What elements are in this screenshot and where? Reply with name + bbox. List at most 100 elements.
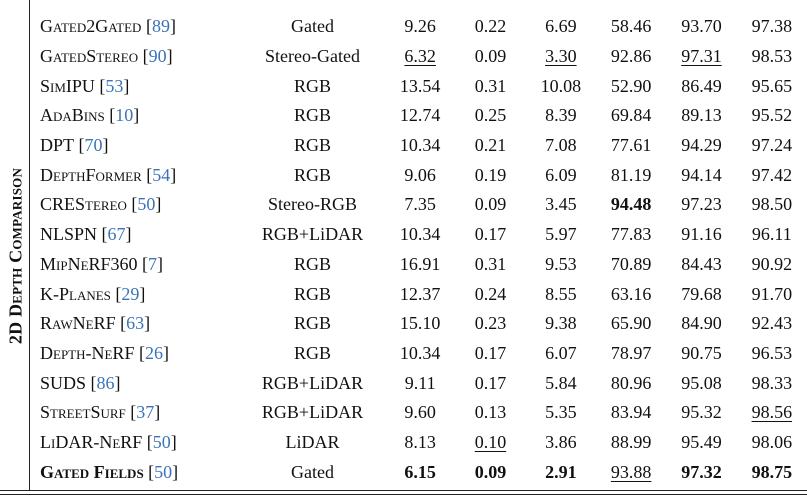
metric-cell: 65.90	[596, 309, 666, 339]
metric-value: 98.75	[751, 461, 793, 482]
metric-value: 84.90	[681, 313, 722, 334]
metric-cell: 92.86	[596, 42, 666, 72]
citation-link[interactable]: 54	[152, 164, 171, 185]
metric-value: 6.07	[545, 342, 577, 363]
metric-cell: 0.22	[455, 12, 525, 42]
method-name: Gated2Gated	[40, 16, 142, 37]
metric-cell: 83.94	[596, 398, 666, 428]
method-name: Depth-NeRF	[40, 342, 135, 363]
method-name: K-Planes	[40, 283, 111, 304]
metric-cell: 81.19	[596, 160, 666, 190]
metric-value: 3.45	[545, 194, 577, 215]
metric-cell: 97.31	[666, 42, 736, 72]
metric-cell: 6.07	[526, 339, 596, 369]
citation-link[interactable]: 86	[96, 372, 115, 393]
metric-cell: 10.34	[385, 339, 455, 369]
method-cell: Gated2Gated [89]	[40, 16, 176, 37]
method-cell: NLSPN [67]	[40, 224, 132, 245]
modality-cell: RGB	[293, 105, 331, 126]
bottom-rule-upper	[0, 490, 807, 491]
metric-cell: 95.32	[666, 398, 736, 428]
metric-value: 0.10	[474, 431, 507, 452]
citation-link[interactable]: 63	[126, 313, 145, 334]
metric-value: 5.84	[545, 372, 577, 393]
metric-value: 69.84	[610, 105, 652, 126]
metric-cell: 95.49	[666, 428, 736, 458]
metric-value: 77.61	[610, 135, 652, 156]
metric-cell: 6.32	[385, 42, 455, 72]
citation-link[interactable]: 37	[136, 402, 155, 423]
table-row: RawNeRF [63] RGB 15.10 0.23 9.38 65.90 84.90 92…	[30, 309, 807, 339]
modality-cell: RGB	[293, 313, 331, 334]
metric-cell: 98.50	[737, 190, 807, 220]
method-cell: DepthFormer [54]	[40, 164, 177, 185]
metric-value: 10.34	[399, 342, 441, 363]
metric-cell: 0.09	[455, 190, 525, 220]
modality-cell: RGB	[293, 75, 331, 96]
citation-link[interactable]: 26	[144, 342, 163, 363]
table-row: DepthFormer [54] RGB 9.06 0.19 6.09 81.19 94.1…	[30, 160, 807, 190]
metric-value: 91.70	[751, 283, 793, 304]
metric-value: 6.09	[545, 164, 577, 185]
citation-link[interactable]: 50	[154, 461, 173, 482]
citation-link[interactable]: 90	[148, 46, 167, 67]
metric-value: 95.65	[751, 75, 793, 96]
metric-value: 3.86	[545, 431, 577, 452]
metric-cell: 6.09	[526, 160, 596, 190]
citation-link[interactable]: 53	[105, 75, 124, 96]
modality-cell: RGB	[293, 342, 331, 363]
metric-value: 8.55	[545, 283, 577, 304]
modality-cell: Stereo-Gated	[265, 46, 360, 67]
metric-value: 94.48	[610, 194, 652, 215]
metric-cell: 0.31	[455, 250, 525, 280]
modality-cell: Gated	[291, 461, 334, 482]
metric-cell: 69.84	[596, 101, 666, 131]
metric-cell: 2.91	[526, 457, 596, 487]
metric-cell: 96.11	[737, 220, 807, 250]
citation-link[interactable]: 70	[84, 135, 103, 156]
method-name: DPT	[40, 135, 75, 156]
metric-cell: 3.86	[526, 428, 596, 458]
metric-value: 5.97	[545, 224, 577, 245]
bottom-rule-lower	[0, 494, 807, 495]
table-row: MipNeRF360 [7] RGB 16.91 0.31 9.53 70.89 84.43…	[30, 250, 807, 280]
method-name: GatedStereo	[40, 46, 139, 67]
metric-value: 95.08	[681, 372, 722, 393]
metric-value: 91.16	[681, 224, 722, 245]
method-cell: SUDS [86]	[40, 372, 121, 393]
metric-cell: 89.13	[666, 101, 736, 131]
metric-cell: 94.29	[666, 131, 736, 161]
metric-value: 0.31	[474, 253, 507, 274]
metric-cell: 5.35	[526, 398, 596, 428]
metric-value: 9.53	[545, 253, 577, 274]
citation-link[interactable]: 50	[152, 431, 171, 452]
method-name: RawNeRF	[40, 313, 116, 334]
citation-link[interactable]: 50	[137, 194, 156, 215]
metric-value: 16.91	[399, 253, 441, 274]
citation-link[interactable]: 29	[121, 283, 140, 304]
metric-cell: 94.48	[596, 190, 666, 220]
metric-cell: 77.61	[596, 131, 666, 161]
metric-cell: 93.70	[666, 12, 736, 42]
metric-cell: 86.49	[666, 71, 736, 101]
metric-value: 90.92	[751, 253, 793, 274]
citation-link[interactable]: 10	[115, 105, 134, 126]
table-row: Gated Fields [50] Gated 6.15 0.09 2.91 93.88 9…	[30, 457, 807, 487]
metric-value: 98.33	[751, 372, 793, 393]
table-row: GatedStereo [90] Stereo-Gated 6.32 0.09 3.30…	[30, 42, 807, 72]
citation-link[interactable]: 67	[107, 224, 126, 245]
metric-value: 92.43	[751, 313, 793, 334]
metric-value: 9.11	[404, 372, 436, 393]
metric-value: 86.49	[681, 75, 722, 96]
depth-comparison-table: Gated2Gated [89] Gated 9.26 0.22 6.69 58.46 93…	[30, 12, 807, 487]
metric-value: 96.53	[751, 342, 793, 363]
metric-cell: 80.96	[596, 368, 666, 398]
metric-cell: 95.08	[666, 368, 736, 398]
table-row: Depth-NeRF [26] RGB 10.34 0.17 6.07 78.97 90.7…	[30, 339, 807, 369]
citation-link[interactable]: 7	[148, 253, 158, 274]
metric-value: 6.15	[404, 461, 436, 482]
table-body: Gated2Gated [89] Gated 9.26 0.22 6.69 58.46 93…	[30, 12, 807, 487]
metric-value: 95.52	[751, 105, 793, 126]
metric-cell: 0.23	[455, 309, 525, 339]
citation-link[interactable]: 89	[151, 16, 170, 37]
